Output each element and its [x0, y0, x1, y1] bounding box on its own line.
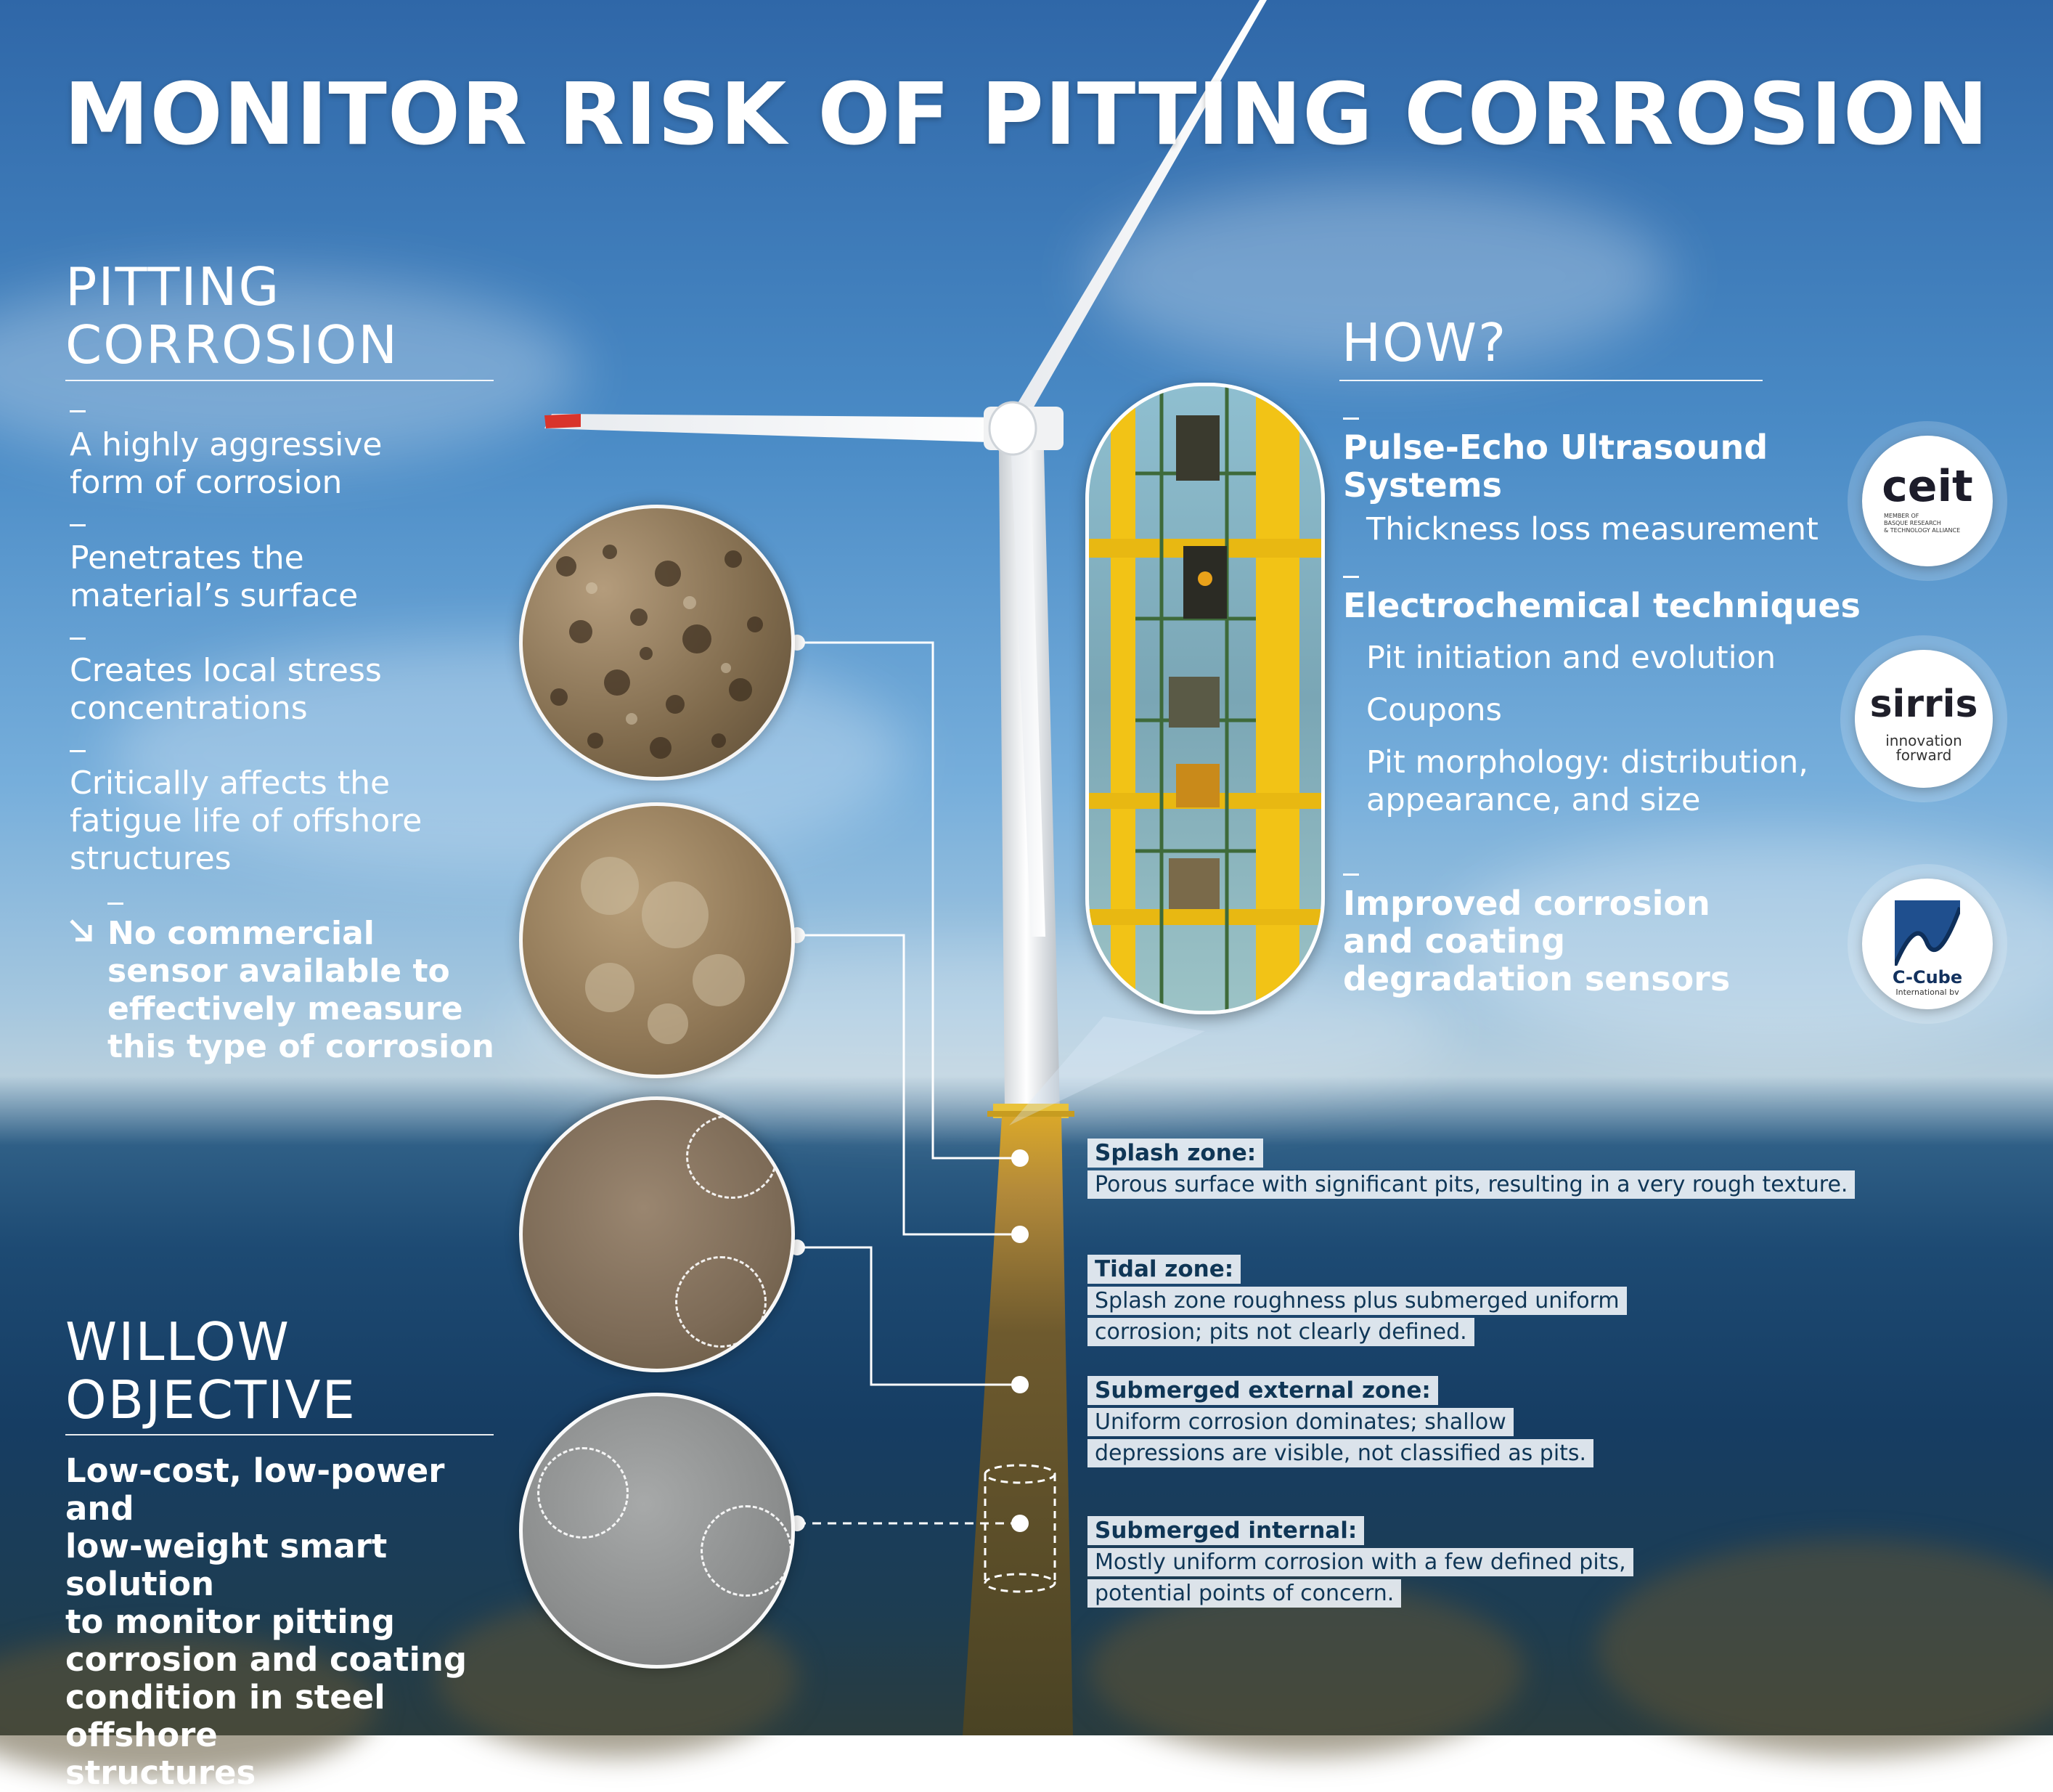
sirris-logo: sirris innovation forward — [1855, 650, 1993, 788]
sensor-rig-photo — [1085, 383, 1325, 1014]
tidal-zone-label: Tidal zone: Splash zone roughness plus s… — [1087, 1255, 1627, 1346]
ultrasound-item: Thickness loss measurement — [1366, 511, 1819, 547]
tidal-zone-sample-image — [519, 802, 795, 1078]
how-divider — [1339, 380, 1763, 381]
electrochemical-item-1: Pit initiation and evolution — [1366, 640, 1776, 676]
ceit-logo: ceit MEMBER OF BASQUE RESEARCH & TECHNOLOG… — [1862, 436, 1993, 566]
bullet-dash — [70, 638, 86, 640]
electrochemical-item-3: Pit morphology: distribution, appearance,… — [1366, 744, 1808, 818]
electrochemical-item-2: Coupons — [1366, 692, 1502, 728]
pitting-heading: PITTING CORROSION — [65, 256, 399, 375]
pitting-item-4: Critically affects the fatigue life of of… — [70, 765, 423, 877]
arrow-down-right-icon — [70, 919, 92, 942]
no-sensor-highlight: No commercial sensor available to effect… — [107, 915, 494, 1065]
bullet-dash — [1343, 418, 1359, 420]
wind-turbine-illustration — [544, 0, 1267, 1735]
submerged-internal-zone-label: Submerged internal: Mostly uniform corro… — [1087, 1516, 1633, 1608]
splash-zone-sample-image — [519, 505, 795, 781]
submerged-external-sample-image — [519, 1096, 795, 1372]
submerged-internal-sample-image — [519, 1393, 795, 1669]
pitting-item-2: Penetrates the material’s surface — [70, 539, 359, 614]
pitting-item-3: Creates local stress concentrations — [70, 652, 382, 727]
submerged-external-zone-label: Submerged external zone: Uniform corrosi… — [1087, 1376, 1594, 1467]
electrochemical-title: Electrochemical techniques — [1343, 586, 1861, 625]
splash-zone-label: Splash zone: Porous surface with signifi… — [1087, 1139, 1856, 1199]
pitting-item-1: A highly aggressive form of corrosion — [70, 426, 383, 501]
ccube-logo: C-Cube International bv — [1862, 879, 1993, 1009]
pitting-divider — [65, 380, 494, 381]
bullet-dash — [70, 524, 86, 526]
objective-text: Low-cost, low-power and low-weight smart… — [65, 1451, 468, 1792]
bullet-dash — [1343, 873, 1359, 876]
bullet-dash — [107, 903, 123, 905]
bullet-dash — [70, 410, 86, 412]
page-title: MONITOR RISK OF PITTING CORROSION — [64, 64, 1989, 164]
objective-heading: WILLOW OBJECTIVE — [65, 1311, 357, 1430]
sensors-title: Improved corrosion and coating degradation… — [1343, 884, 1731, 998]
ultrasound-title: Pulse-Echo Ultrasound Systems — [1343, 428, 1768, 505]
objective-divider — [65, 1434, 494, 1435]
bullet-dash — [1343, 576, 1359, 578]
bullet-dash — [70, 750, 86, 752]
how-heading: HOW? — [1342, 312, 1508, 373]
